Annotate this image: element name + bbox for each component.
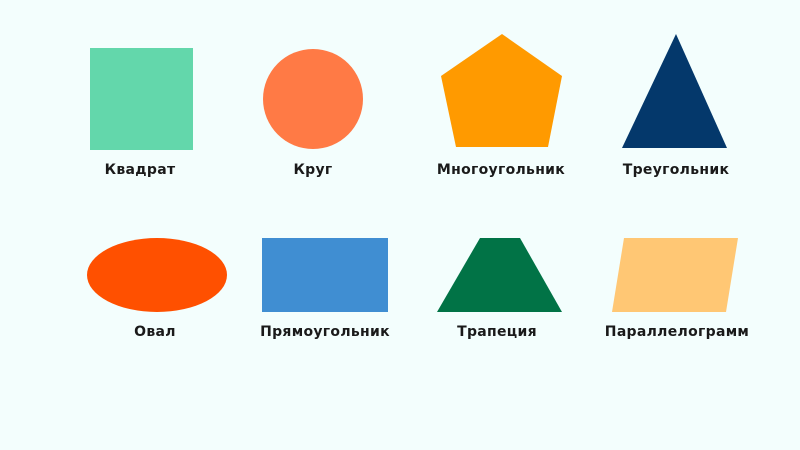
circle-label: Круг	[293, 162, 333, 178]
circle-shape	[263, 49, 363, 149]
parallelogram-shape	[612, 238, 738, 312]
rectangle-shape	[262, 238, 388, 312]
pentagon-label: Многоугольник	[436, 162, 566, 178]
oval-shape	[87, 238, 227, 312]
pentagon-shape	[441, 34, 562, 147]
square-label: Квадрат	[104, 162, 176, 178]
triangle-label: Треугольник	[622, 162, 730, 178]
rectangle-label: Прямоугольник	[260, 324, 390, 340]
parallelogram-label: Параллелограмм	[604, 324, 750, 340]
trapezoid-label: Трапеция	[457, 324, 537, 340]
triangle-shape	[622, 34, 727, 148]
square-shape	[90, 48, 193, 150]
oval-label: Овал	[134, 324, 176, 340]
trapezoid-shape	[437, 238, 562, 312]
